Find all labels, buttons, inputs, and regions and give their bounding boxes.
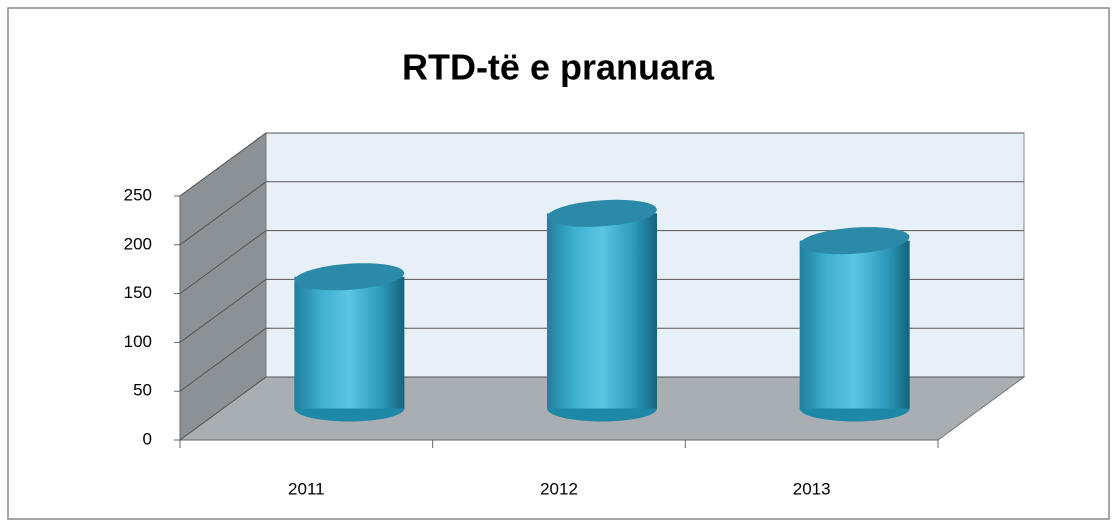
bar (799, 240, 910, 409)
bar-top (547, 199, 657, 227)
grid-line (179, 181, 267, 246)
y-tick-label: 200 (124, 234, 152, 253)
bar (547, 213, 657, 409)
y-tick-label: 50 (133, 381, 152, 400)
x-tick-label: 2011 (288, 479, 325, 498)
grid-line (179, 327, 267, 392)
x-tick-label: 2013 (793, 479, 831, 498)
grid-line (179, 278, 267, 343)
chart-title: RTD-të e pranuara (402, 47, 715, 88)
y-tick-label: 150 (124, 283, 152, 302)
bar-top (294, 263, 405, 291)
y-tick-label: 0 (143, 429, 152, 448)
y-tick-label: 100 (124, 332, 152, 351)
x-tick-label: 2012 (540, 479, 578, 498)
grid-line (179, 230, 267, 295)
grid-line (179, 376, 267, 441)
bar-top (799, 227, 910, 255)
y-tick-label: 250 (124, 185, 152, 204)
bar (294, 276, 405, 409)
grid-line (179, 132, 267, 197)
